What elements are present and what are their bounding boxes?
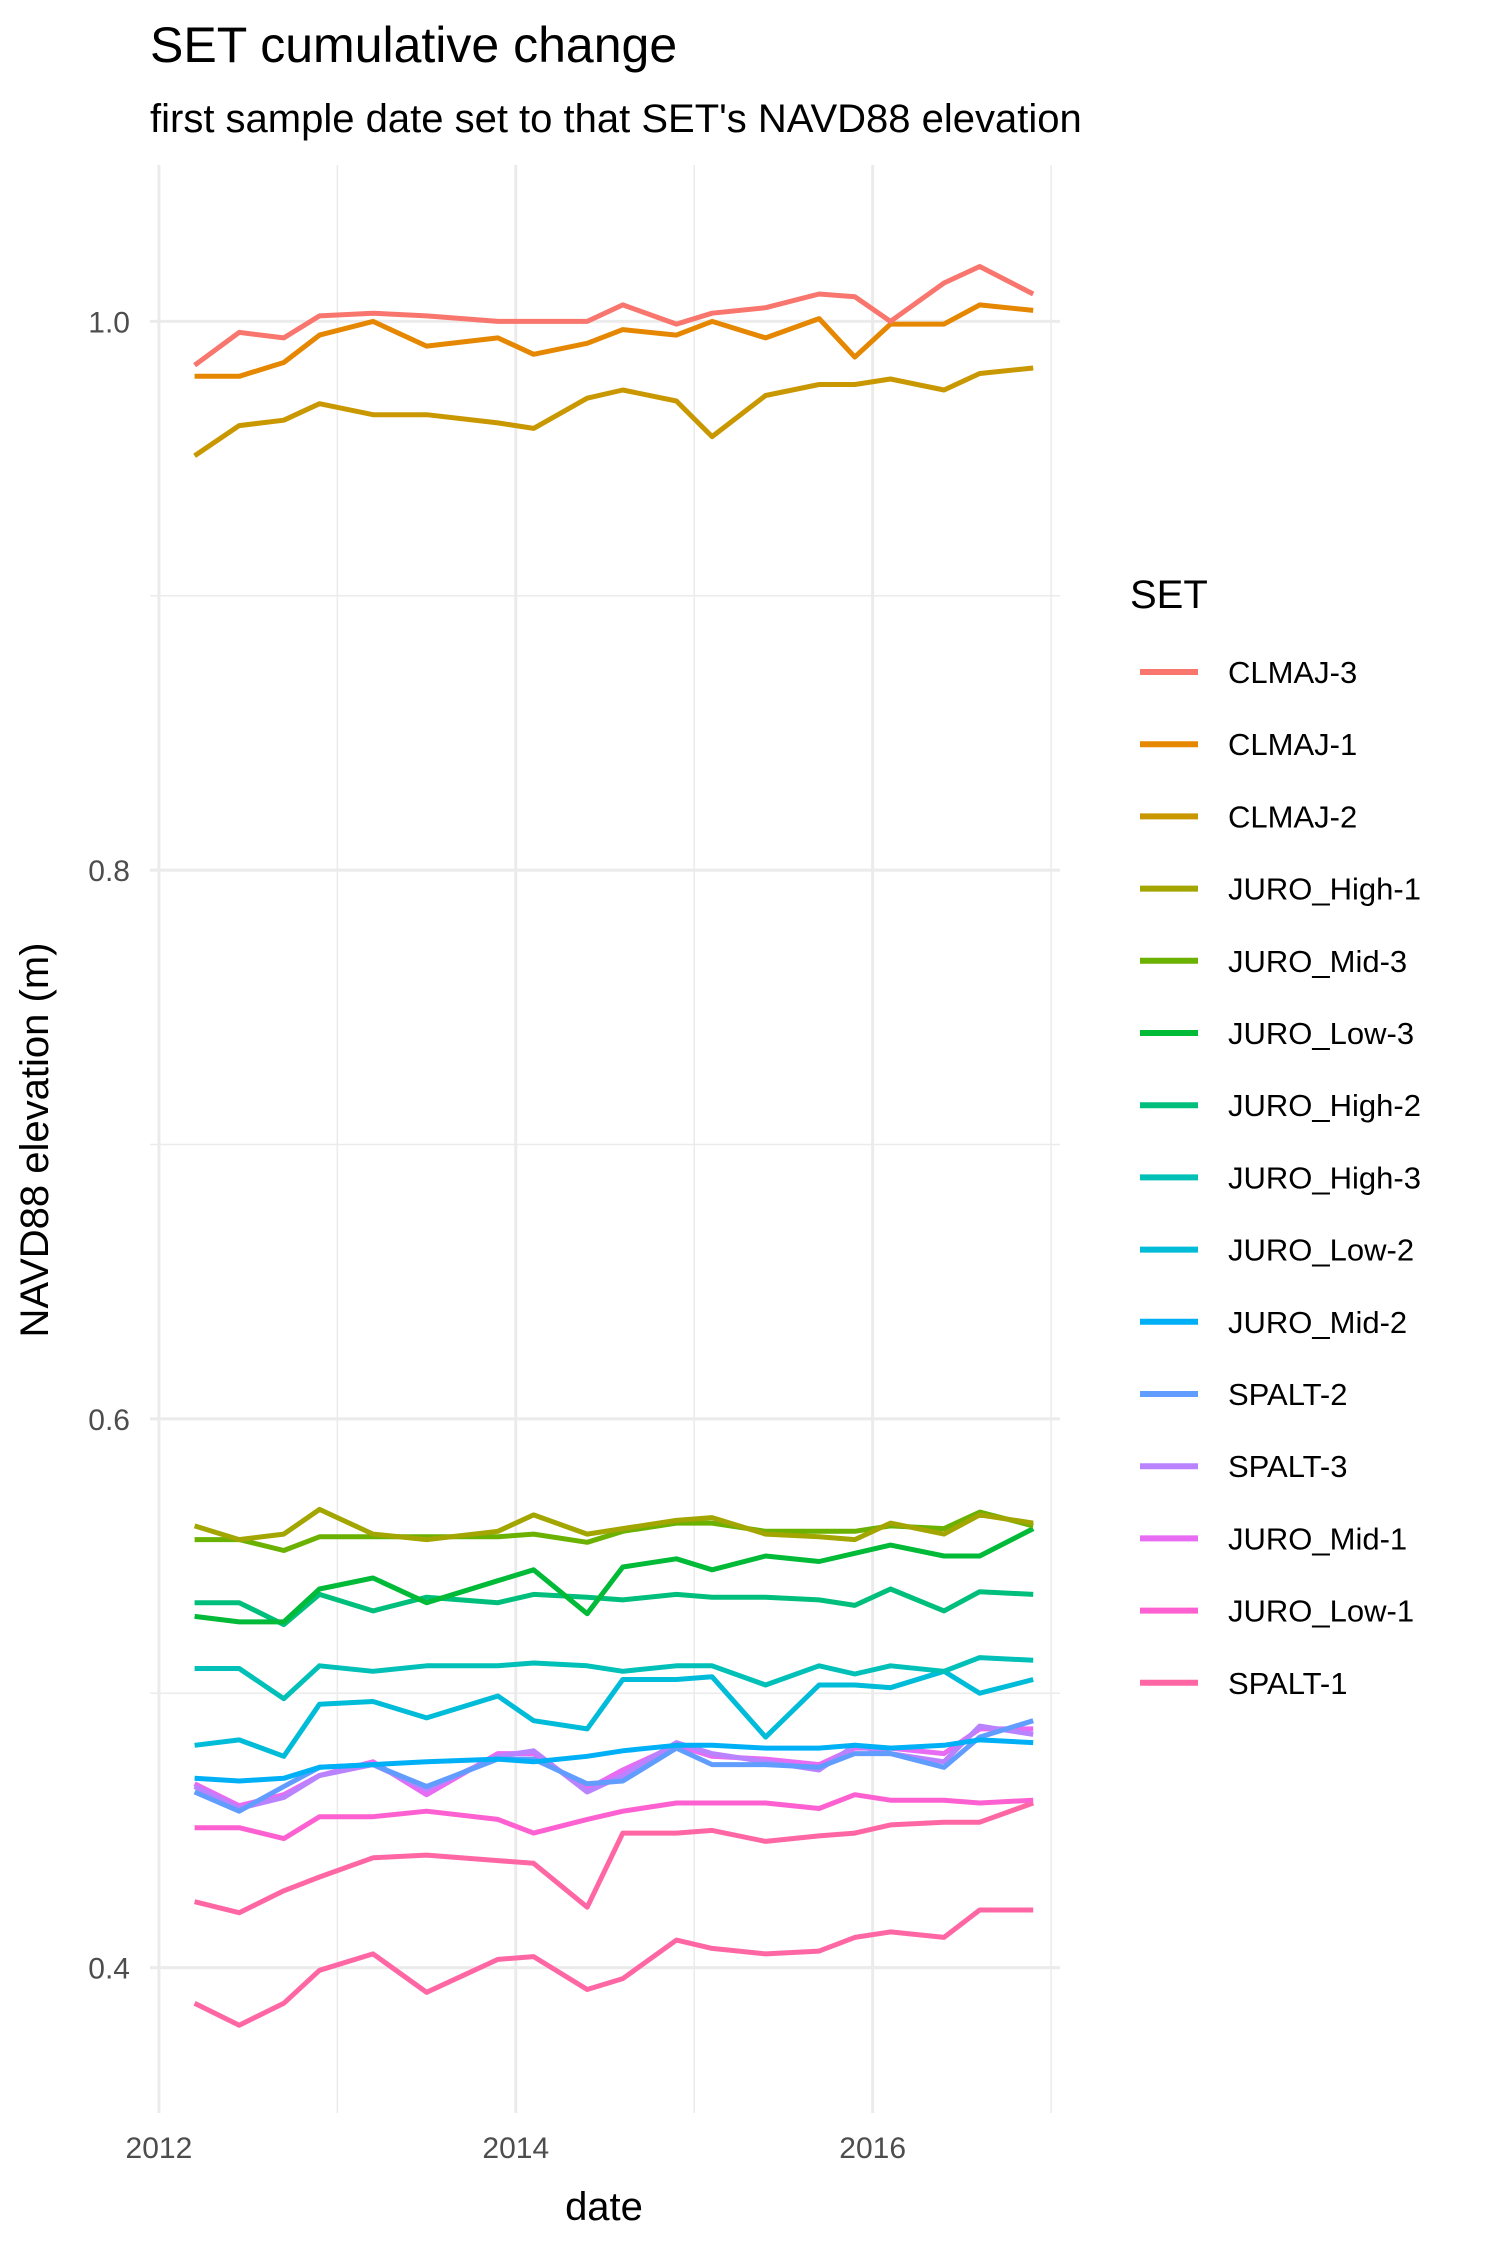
legend-item: JURO_Mid-1 xyxy=(1140,1521,1407,1556)
legend-item: SPALT-3 xyxy=(1140,1449,1347,1484)
legend-label: JURO_Mid-1 xyxy=(1228,1521,1407,1556)
x-tick-label: 2014 xyxy=(482,2132,549,2165)
legend-item: JURO_High-1 xyxy=(1140,872,1421,907)
series-line-spalt-1 xyxy=(194,1800,1035,1916)
legend-label: SPALT-3 xyxy=(1228,1449,1347,1484)
chart-title: SET cumulative change xyxy=(150,17,677,73)
legend-item: SPALT-1 xyxy=(1140,1666,1347,1701)
series-line-juro-low-1 xyxy=(194,1792,1034,1842)
series-line-juro-mid-3 xyxy=(194,1509,1034,1553)
series-line-juro-high-2 xyxy=(194,1586,1034,1628)
series-line-juro-low-2 xyxy=(194,1668,1034,1759)
legend-item: JURO_Low-3 xyxy=(1140,1016,1414,1051)
legend-item: JURO_Mid-3 xyxy=(1140,944,1407,979)
legend-title: SET xyxy=(1130,573,1208,617)
y-tick-label: 0.8 xyxy=(88,855,130,888)
chart-subtitle: first sample date set to that SET's NAVD… xyxy=(150,97,1082,141)
legend-item: JURO_Low-2 xyxy=(1140,1233,1414,1268)
series-lines xyxy=(193,264,1035,2028)
series-line-unlabeled xyxy=(193,1907,1034,2028)
y-tick-label: 0.6 xyxy=(88,1404,130,1437)
series-line-clmaj-2 xyxy=(193,365,1034,458)
legend-label: JURO_High-2 xyxy=(1228,1088,1421,1123)
x-tick-label: 2012 xyxy=(126,2132,193,2165)
legend-label: CLMAJ-2 xyxy=(1228,799,1357,834)
legend-item: JURO_High-2 xyxy=(1140,1088,1421,1123)
legend-label: JURO_Low-2 xyxy=(1228,1233,1414,1268)
legend-item: JURO_Mid-2 xyxy=(1140,1305,1407,1340)
series-line-juro-low-3 xyxy=(194,1526,1035,1625)
x-axis-ticks: 2012 2014 2016 xyxy=(126,2132,906,2165)
legend-label: SPALT-1 xyxy=(1228,1666,1347,1701)
legend-label: JURO_High-1 xyxy=(1228,872,1421,907)
legend-label: JURO_Mid-3 xyxy=(1228,944,1407,979)
legend-items: CLMAJ-3 CLMAJ-1 CLMAJ-2 JURO_High-1 JURO_Mid… xyxy=(1140,655,1421,1701)
series-line-clmaj-3 xyxy=(193,264,1035,368)
series-line-clmaj-1 xyxy=(194,302,1034,379)
legend-label: CLMAJ-1 xyxy=(1228,727,1357,762)
legend-label: SPALT-2 xyxy=(1228,1377,1347,1412)
x-axis-label: date xyxy=(565,2185,643,2229)
series-line-juro-mid-2 xyxy=(194,1737,1034,1784)
x-tick-label: 2016 xyxy=(839,2132,906,2165)
legend-label: JURO_High-3 xyxy=(1228,1160,1421,1195)
legend-item: SPALT-2 xyxy=(1140,1377,1347,1412)
legend-item: CLMAJ-3 xyxy=(1140,655,1357,690)
y-axis-ticks: 0.4 0.6 0.8 1.0 xyxy=(88,306,130,1985)
y-tick-label: 0.4 xyxy=(88,1953,130,1986)
legend-label: CLMAJ-3 xyxy=(1228,655,1357,690)
legend-item: CLMAJ-2 xyxy=(1140,799,1357,834)
legend-item: JURO_High-3 xyxy=(1140,1160,1421,1195)
legend-label: JURO_Low-1 xyxy=(1228,1594,1414,1629)
grid-minor xyxy=(150,165,1060,2113)
legend: SET CLMAJ-3 CLMAJ-1 CLMAJ-2 JURO_High-1 JURO… xyxy=(1130,573,1421,1701)
series-line-juro-high-3 xyxy=(194,1655,1034,1702)
series-line-juro-high-1 xyxy=(193,1506,1034,1543)
legend-label: JURO_Low-3 xyxy=(1228,1016,1414,1051)
grid-major xyxy=(150,165,1060,2113)
y-axis-label: NAVD88 elevation (m) xyxy=(13,943,57,1338)
y-tick-label: 1.0 xyxy=(88,306,130,339)
legend-item: JURO_Low-1 xyxy=(1140,1594,1414,1629)
legend-label: JURO_Mid-2 xyxy=(1228,1305,1407,1340)
legend-item: CLMAJ-1 xyxy=(1140,727,1357,762)
